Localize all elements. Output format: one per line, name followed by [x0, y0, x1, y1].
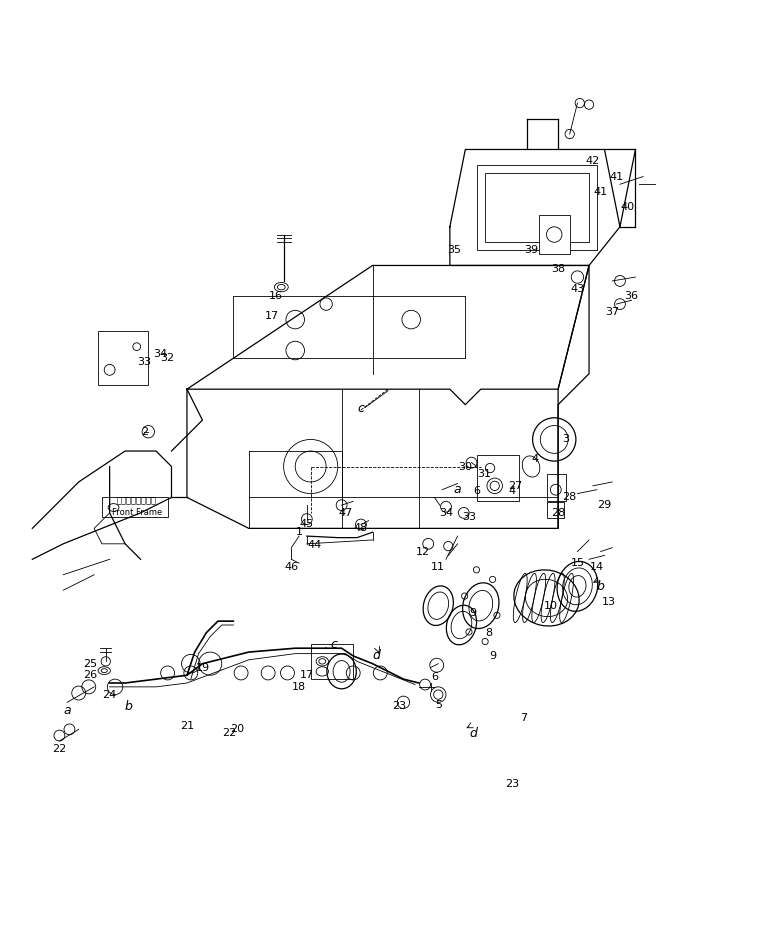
Text: 21: 21	[180, 720, 194, 731]
Text: 18: 18	[292, 682, 307, 692]
Text: 23: 23	[393, 702, 407, 711]
Text: 4: 4	[508, 486, 515, 496]
Text: 34: 34	[153, 349, 167, 359]
Text: 22: 22	[52, 744, 67, 754]
Text: 27: 27	[508, 480, 523, 491]
Text: b: b	[597, 579, 605, 592]
Text: 24: 24	[102, 689, 116, 700]
Text: 11: 11	[431, 562, 445, 572]
Text: 16: 16	[268, 291, 283, 301]
Text: c: c	[358, 402, 365, 415]
Text: 25: 25	[83, 659, 97, 669]
Bar	[102, 497, 168, 517]
Text: 28: 28	[563, 493, 577, 503]
Text: 47: 47	[338, 508, 352, 518]
Text: 32: 32	[161, 354, 175, 363]
Text: 40: 40	[621, 202, 635, 213]
Text: 15: 15	[570, 558, 584, 568]
Text: 6: 6	[431, 672, 438, 682]
Text: 42: 42	[586, 156, 600, 166]
Text: 38: 38	[551, 264, 565, 274]
Text: 26: 26	[83, 670, 97, 680]
Text: a: a	[454, 483, 462, 496]
Text: 31: 31	[478, 469, 492, 480]
Text: d: d	[372, 649, 380, 662]
Text: 37: 37	[605, 307, 619, 317]
Bar	[485, 173, 589, 243]
Text: 2: 2	[141, 426, 148, 437]
Text: c: c	[331, 638, 338, 651]
Text: 14: 14	[590, 562, 604, 572]
Text: 9: 9	[489, 651, 496, 661]
Bar	[477, 165, 597, 250]
Bar	[546, 474, 566, 501]
Text: 22: 22	[223, 729, 237, 738]
Text: 9: 9	[469, 608, 476, 619]
Text: 44: 44	[307, 540, 322, 550]
Text: 35: 35	[447, 245, 461, 255]
Text: 36: 36	[625, 291, 639, 301]
Text: 45: 45	[300, 520, 314, 530]
Text: 6: 6	[473, 486, 480, 496]
Text: a: a	[64, 703, 71, 717]
Bar	[547, 502, 564, 518]
Text: フロントフレーム: フロントフレーム	[116, 496, 157, 506]
Text: 5: 5	[435, 700, 442, 710]
Text: 19: 19	[196, 662, 210, 673]
Bar	[310, 645, 353, 679]
Text: 12: 12	[416, 547, 430, 557]
Text: 33: 33	[462, 512, 476, 522]
Text: 17: 17	[265, 311, 279, 321]
Text: 30: 30	[459, 462, 473, 471]
Text: 17: 17	[300, 670, 314, 680]
Text: 34: 34	[439, 508, 453, 518]
Text: 3: 3	[563, 435, 570, 444]
Text: b: b	[125, 700, 133, 713]
Text: 1: 1	[296, 527, 303, 537]
Text: 29: 29	[598, 500, 611, 510]
Text: 33: 33	[137, 357, 151, 367]
Text: 4: 4	[532, 453, 539, 464]
Text: 8: 8	[485, 628, 492, 638]
Text: 39: 39	[524, 245, 538, 255]
Text: 46: 46	[284, 562, 299, 572]
Text: 20: 20	[230, 724, 244, 734]
Text: 28: 28	[551, 508, 565, 518]
Text: 23: 23	[504, 778, 519, 788]
Text: 41: 41	[609, 172, 623, 182]
Text: d: d	[469, 727, 477, 740]
Text: 48: 48	[354, 523, 368, 534]
Text: 10: 10	[543, 601, 557, 611]
Bar	[477, 455, 519, 501]
Text: 43: 43	[570, 284, 584, 294]
Text: 41: 41	[594, 187, 608, 197]
Text: 7: 7	[520, 713, 527, 723]
Text: Front Frame: Front Frame	[112, 508, 162, 518]
Bar	[98, 331, 148, 385]
Text: 13: 13	[601, 597, 615, 606]
Bar	[539, 216, 570, 254]
